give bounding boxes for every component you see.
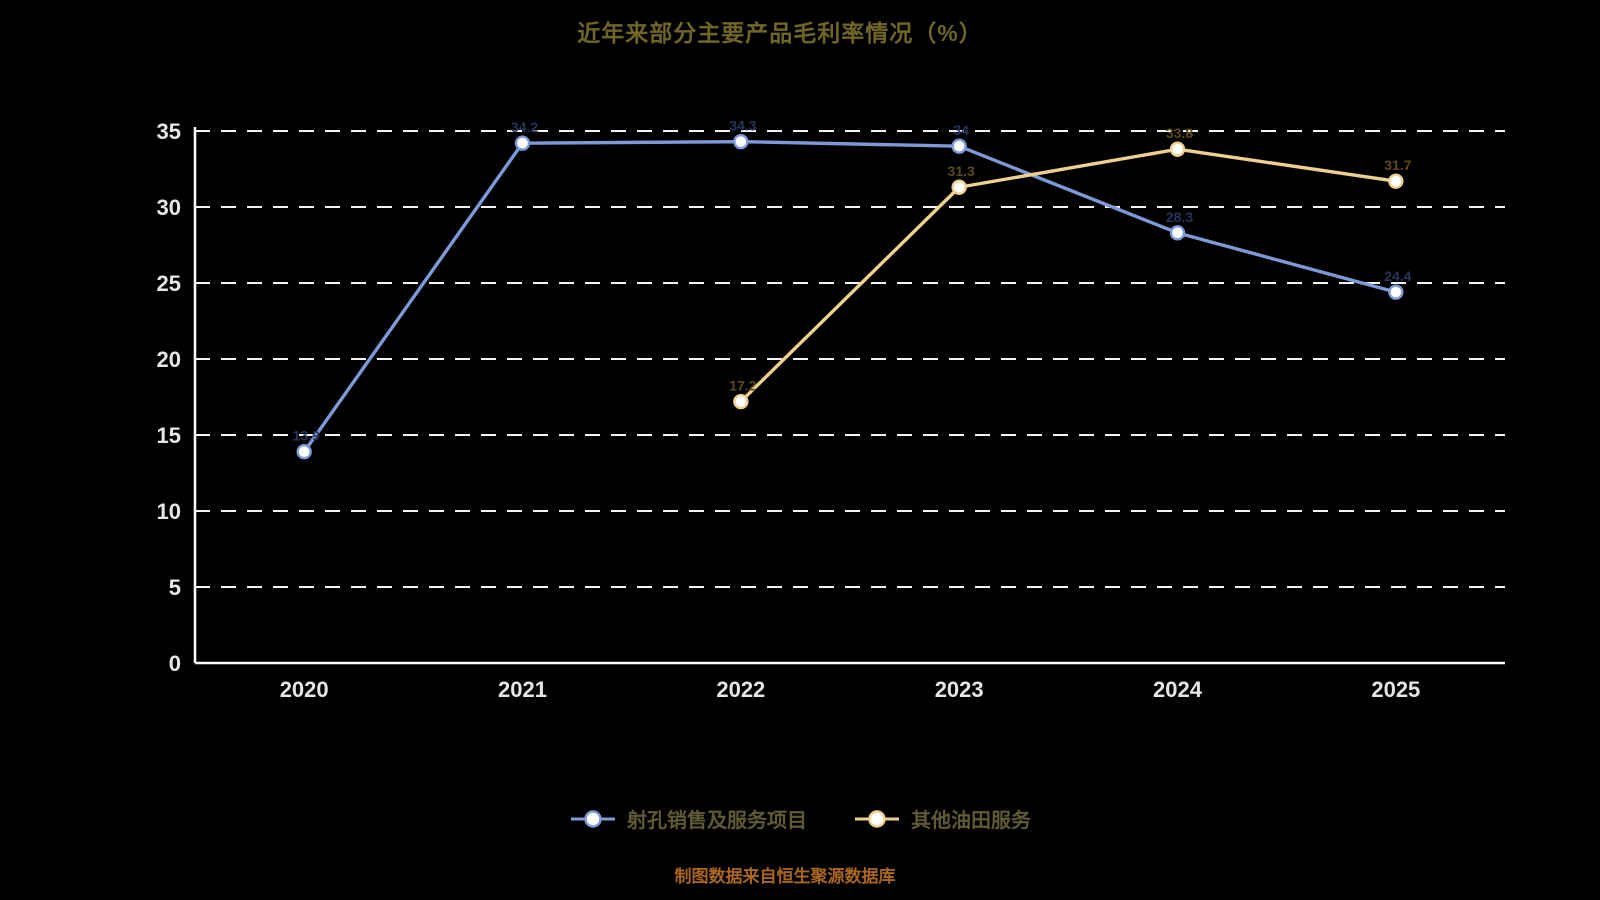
- x-tick-label-2023: 2023: [935, 677, 984, 702]
- data-point-s0-2023[interactable]: [951, 138, 967, 154]
- y-tick-label-10: 10: [157, 499, 181, 524]
- data-point-s0-2021[interactable]: [514, 135, 531, 151]
- data-point-s1-2023[interactable]: [951, 179, 967, 195]
- data-point-s1-2022[interactable]: [733, 393, 749, 410]
- y-tick-label-30: 30: [157, 195, 181, 220]
- legend-label-series-0: 射孔销售及服务项目: [627, 810, 807, 832]
- data-point-s0-2024[interactable]: [1169, 225, 1186, 241]
- data-point-s0-2020[interactable]: [296, 444, 312, 460]
- x-tick-label-2024: 2024: [1153, 677, 1203, 702]
- data-label-s0-2021: 34.2: [511, 119, 538, 135]
- data-point-s0-2022[interactable]: [733, 133, 749, 150]
- legend-item-series-0[interactable]: 射孔销售及服务项目: [569, 804, 807, 833]
- y-tick-label-35: 35: [157, 119, 181, 144]
- data-label-s1-2024: 33.8: [1166, 125, 1193, 141]
- data-label-s1-2025: 31.7: [1384, 157, 1411, 173]
- legend-item-series-1[interactable]: 其他油田服务: [853, 804, 1031, 833]
- x-tick-label-2021: 2021: [498, 677, 547, 702]
- x-tick-label-2022: 2022: [716, 677, 765, 702]
- data-label-s0-2020: 13.9: [293, 428, 320, 444]
- data-label-s0-2023: 34: [953, 122, 969, 138]
- data-label-s0-2024: 28.3: [1166, 209, 1193, 225]
- y-tick-label-15: 15: [157, 423, 181, 448]
- chart-legend: 射孔销售及服务项目 其他油田服务: [0, 804, 1600, 833]
- chart-title: 近年来部分主要产品毛利率情况（%）: [577, 20, 983, 46]
- x-tick-label-2020: 2020: [280, 677, 329, 702]
- x-tick-label-2025: 2025: [1371, 677, 1420, 702]
- y-tick-label-0: 0: [169, 651, 181, 676]
- data-point-s1-2025[interactable]: [1388, 173, 1404, 189]
- series-line-1: [739, 147, 1398, 404]
- data-label-s1-2022: 17.2: [729, 378, 756, 394]
- series-line-0: [302, 139, 1398, 454]
- y-tick-label-20: 20: [157, 347, 181, 372]
- data-label-s0-2025: 24.4: [1384, 268, 1411, 284]
- data-label-s0-2022: 34.3: [729, 118, 756, 134]
- data-point-s0-2025[interactable]: [1388, 284, 1404, 300]
- blue-line-marker-icon: [571, 809, 615, 828]
- data-label-s1-2023: 31.3: [948, 163, 975, 179]
- y-tick-label-5: 5: [169, 575, 181, 600]
- yellow-line-marker-icon: [855, 809, 899, 828]
- data-source-caption: 制图数据来自恒生聚源数据库: [674, 867, 896, 886]
- legend-label-series-1: 其他油田服务: [911, 810, 1031, 832]
- y-tick-label-25: 25: [157, 271, 181, 296]
- data-point-s1-2024[interactable]: [1169, 141, 1186, 157]
